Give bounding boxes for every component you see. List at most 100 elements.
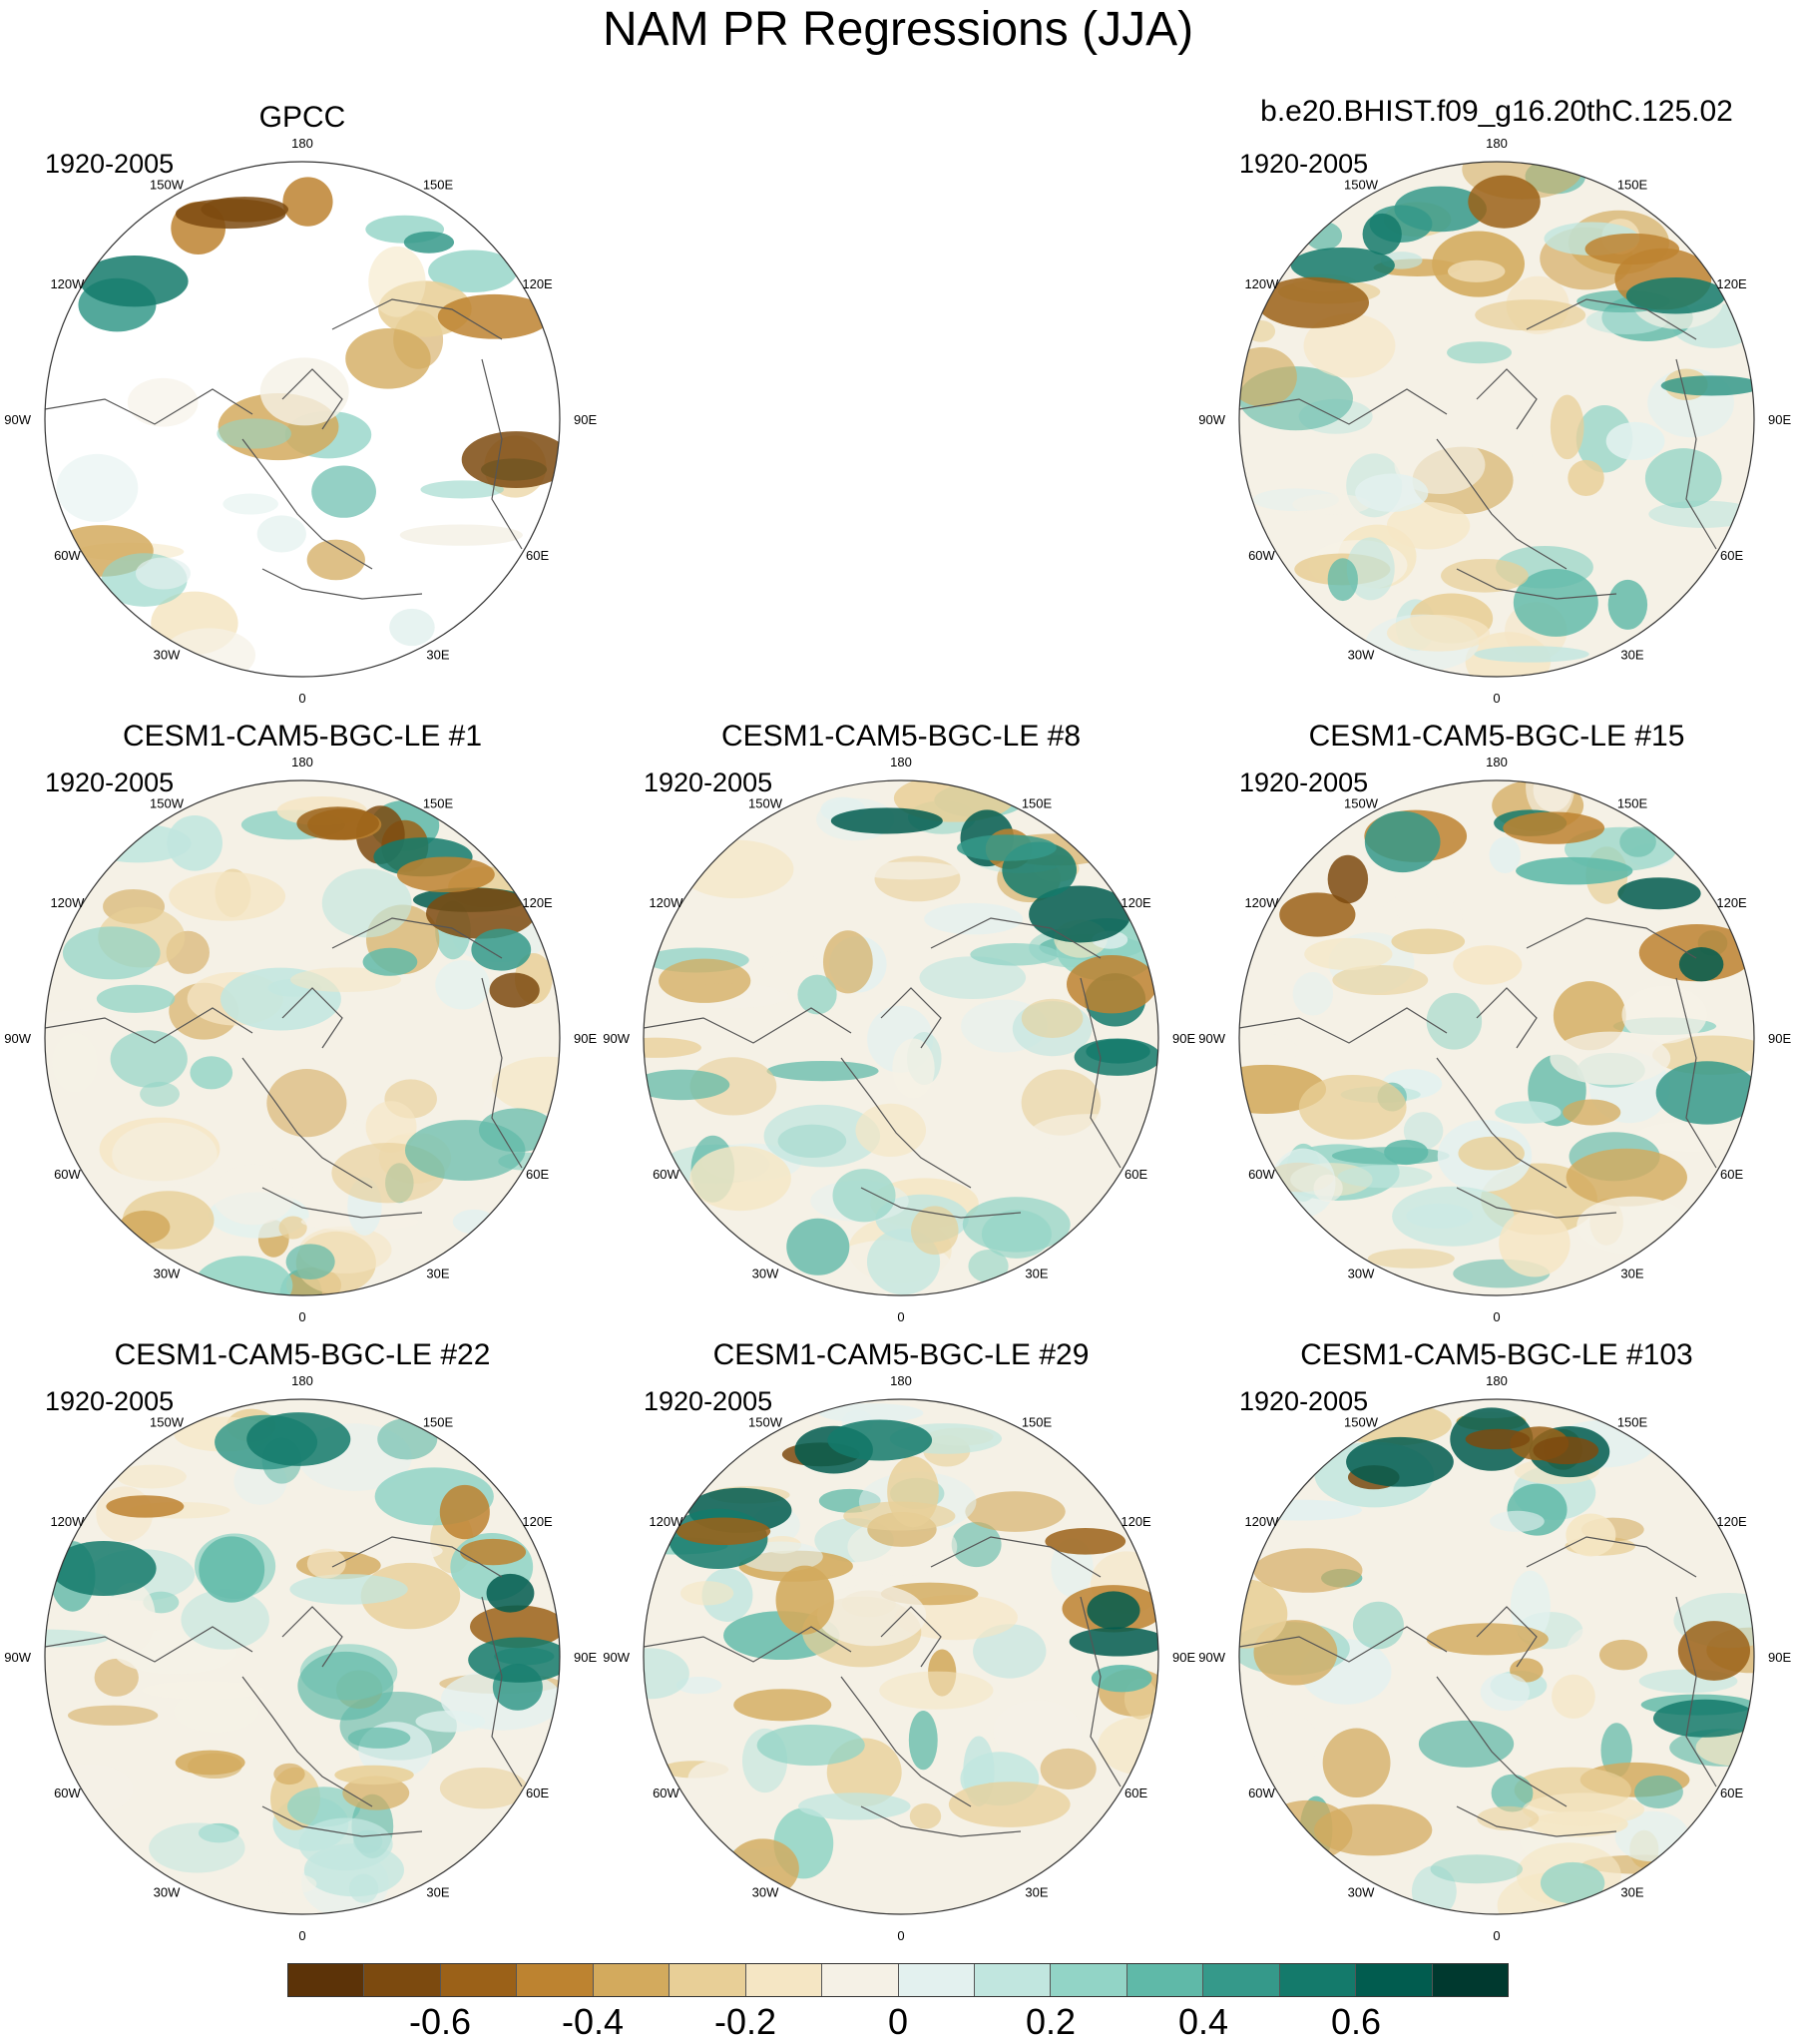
- anomaly-patch: [1678, 947, 1724, 982]
- anomaly-patch: [1332, 965, 1429, 996]
- period-label: 1920-2005: [1239, 767, 1369, 797]
- anomaly-patch: [1256, 276, 1370, 328]
- anomaly-patch: [368, 246, 426, 317]
- anomaly-patch: [1447, 259, 1506, 282]
- anomaly-patch: [273, 1763, 305, 1786]
- longitude-label: 90E: [574, 1031, 597, 1046]
- anomaly-patch: [908, 1710, 938, 1771]
- panel-title: b.e20.BHIST.f09_g16.20thC.125.02: [1260, 95, 1733, 128]
- anomaly-patch: [1552, 1674, 1595, 1720]
- anomaly-patch: [439, 1484, 490, 1540]
- colorbar-swatch: [1279, 1964, 1357, 1996]
- coastline: [1080, 1596, 1122, 1788]
- anomaly-patch: [855, 1103, 927, 1158]
- polar-map: 180 150E 120E 90E 60E 30E 0 30W 60W 90W 120W 150W: [1198, 1373, 1791, 1943]
- colorbar-swatch: [1126, 1964, 1204, 1996]
- anomaly-patch: [1465, 1428, 1531, 1450]
- map-field: [644, 780, 1158, 1295]
- longitude-label: 90W: [4, 1031, 31, 1046]
- anomaly-patch: [1239, 1030, 1299, 1070]
- longitude-label: 60W: [54, 1167, 81, 1182]
- longitude-label: 120E: [1716, 276, 1747, 291]
- anomaly-patch: [1305, 222, 1343, 251]
- period-label: 1920-2005: [644, 767, 773, 797]
- anomaly-patch: [1477, 1805, 1540, 1831]
- anomaly-patch: [1677, 1621, 1751, 1681]
- longitude-label: 60W: [653, 1786, 679, 1800]
- colorbar-swatch: [1432, 1964, 1508, 1996]
- longitude-label: 180: [890, 1373, 912, 1388]
- coastline: [241, 1057, 373, 1189]
- anomaly-patch: [217, 418, 291, 449]
- anomaly-patch: [1598, 1639, 1648, 1671]
- anomaly-patch: [756, 1725, 865, 1767]
- longitude-label: 90W: [4, 1650, 31, 1665]
- panel-title: CESM1-CAM5-BGC-LE #22: [114, 1338, 491, 1371]
- anomaly-patch: [486, 1573, 535, 1613]
- anomaly-patch: [45, 1009, 132, 1031]
- anomaly-patch: [1695, 1729, 1754, 1767]
- longitude-label: 120W: [1244, 895, 1279, 910]
- anomaly-patch: [425, 887, 536, 939]
- longitude-label: 120E: [522, 895, 553, 910]
- anomaly-patch: [1384, 1139, 1429, 1166]
- coastline: [1476, 1606, 1538, 1668]
- coastline: [1239, 388, 1448, 425]
- longitude-label: 120W: [50, 276, 85, 291]
- anomaly-patch: [404, 1120, 526, 1181]
- anomaly-patch: [181, 1589, 269, 1650]
- polar-map: 180 150E 120E 90E 60E 30E 0 30W 60W 90W 120W 150W: [4, 1373, 597, 1943]
- longitude-label: 120E: [522, 276, 553, 291]
- panel-title: CESM1-CAM5-BGC-LE #103: [1300, 1338, 1693, 1371]
- panel-title: CESM1-CAM5-BGC-LE #8: [720, 720, 1082, 753]
- longitude-label: 30W: [752, 1885, 779, 1900]
- anomaly-patch: [439, 1768, 528, 1809]
- colorbar-swatch: [364, 1964, 441, 1996]
- anomaly-patch: [1303, 313, 1396, 378]
- period-label: 1920-2005: [1239, 149, 1369, 179]
- anomaly-patch: [127, 377, 199, 427]
- anomaly-patch: [306, 1548, 346, 1579]
- anomaly-patch: [96, 984, 176, 1013]
- anomaly-patch: [348, 1873, 379, 1903]
- anomaly-patch: [1069, 1627, 1158, 1657]
- coastline: [1239, 1007, 1448, 1044]
- coastline: [281, 1606, 343, 1668]
- colorbar-swatch: [745, 1964, 823, 1996]
- anomaly-patch: [1367, 1249, 1455, 1269]
- longitude-label: 180: [1486, 755, 1508, 769]
- coastline: [860, 1187, 1022, 1219]
- anomaly-patch: [644, 1037, 701, 1058]
- coastline: [644, 1007, 852, 1044]
- anomaly-patch: [282, 177, 333, 227]
- anomaly-patch: [1364, 810, 1441, 873]
- coastline: [880, 987, 942, 1049]
- anomaly-patch: [766, 1060, 879, 1082]
- anomaly-patch: [1468, 175, 1541, 229]
- coastline: [261, 568, 423, 600]
- coastline: [1436, 1676, 1568, 1807]
- longitude-label: 60E: [526, 1167, 549, 1182]
- colorbar-swatch: [974, 1964, 1052, 1996]
- anomaly-patch: [1249, 1712, 1319, 1774]
- anomaly-patch: [993, 1700, 1083, 1764]
- longitude-label: 30W: [154, 1885, 181, 1900]
- anomaly-patch: [50, 1541, 157, 1597]
- colorbar-tick-label: 0: [887, 2001, 909, 2042]
- longitude-label: 90W: [603, 1650, 630, 1665]
- anomaly-patch: [199, 1536, 265, 1603]
- coastline: [241, 438, 373, 570]
- longitude-label: 150W: [748, 795, 783, 810]
- anomaly-patch: [201, 197, 289, 223]
- anomaly-patch: [843, 1501, 956, 1531]
- longitude-label: 60W: [54, 548, 81, 563]
- period-label: 1920-2005: [45, 1386, 175, 1416]
- anomaly-patch: [278, 1216, 307, 1240]
- longitude-label: 150W: [1344, 1414, 1379, 1429]
- anomaly-patch: [428, 250, 518, 293]
- longitude-label: 90E: [574, 1650, 597, 1665]
- longitude-label: 30E: [1025, 1267, 1048, 1281]
- polar-map: 180 150E 120E 90E 60E 30E 0 30W 60W 90W 120W 150W: [4, 136, 597, 706]
- longitude-label: 90W: [603, 1031, 630, 1046]
- polar-map: 180 150E 120E 90E 60E 30E 0 30W 60W 90W 120W 150W: [603, 755, 1195, 1324]
